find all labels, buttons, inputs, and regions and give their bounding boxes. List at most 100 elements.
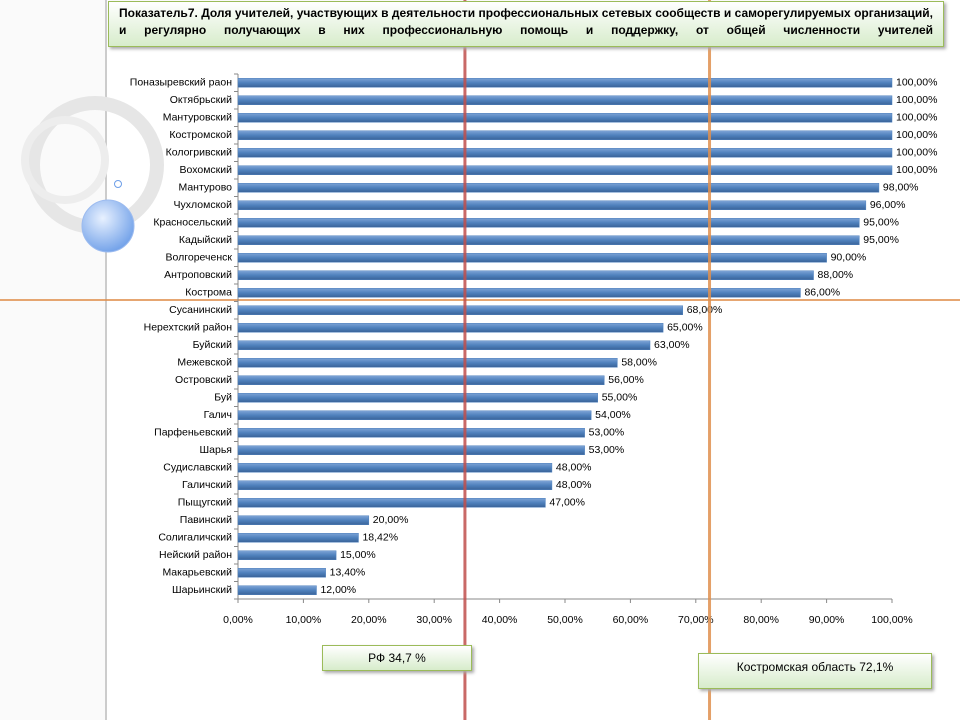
bar: [237, 498, 546, 508]
x-tick-label: 80,00%: [743, 614, 779, 626]
bar: [237, 130, 893, 140]
bar: [237, 428, 585, 438]
bar: [237, 95, 893, 105]
bar: [237, 253, 827, 263]
y-tick-label: Павинский: [180, 514, 232, 526]
bar: [237, 78, 893, 88]
bar: [237, 305, 683, 315]
bar: [237, 235, 860, 245]
value-label: 100,00%: [896, 112, 937, 124]
x-tick-label: 70,00%: [678, 614, 714, 626]
bar: [237, 375, 605, 385]
value-label: 54,00%: [595, 409, 631, 421]
bar: [237, 288, 801, 298]
y-tick-label: Нейский район: [159, 549, 232, 561]
bar: [237, 200, 867, 210]
bar: [237, 445, 585, 455]
value-label: 65,00%: [667, 322, 703, 334]
value-label: 48,00%: [556, 462, 592, 474]
x-tick-label: 20,00%: [351, 614, 387, 626]
y-tick-label: Буй: [214, 392, 232, 404]
bar: [237, 340, 651, 350]
value-label: 100,00%: [896, 129, 937, 141]
value-label: 53,00%: [589, 444, 625, 456]
y-tick-label: Октябрьский: [170, 94, 232, 106]
value-label: 100,00%: [896, 147, 937, 159]
value-label: 100,00%: [896, 164, 937, 176]
x-tick-label: 0,00%: [223, 614, 253, 626]
x-tick-label: 90,00%: [809, 614, 845, 626]
value-label: 56,00%: [608, 374, 644, 386]
bar: [237, 515, 370, 525]
y-tick-label: Мантуровский: [163, 112, 232, 124]
value-label: 12,00%: [320, 584, 356, 596]
y-tick-label: Нерехтский район: [144, 322, 233, 334]
value-label: 13,40%: [330, 567, 366, 579]
y-tick-label: Шарья: [200, 444, 232, 456]
bar: [237, 358, 618, 368]
value-label: 18,42%: [362, 532, 398, 544]
value-label: 90,00%: [831, 252, 867, 264]
decor-dot: [114, 180, 122, 188]
y-tick-label: Кострома: [185, 287, 232, 299]
bar: [237, 410, 592, 420]
chart-title: Показатель7. Доля учителей, участвующих …: [108, 1, 944, 47]
y-tick-label: Костромской: [169, 129, 232, 141]
y-tick-label: Парфеньевский: [154, 427, 232, 439]
y-tick-label: Волгореченск: [166, 252, 233, 264]
value-label: 100,00%: [896, 77, 937, 89]
x-tick-label: 60,00%: [613, 614, 649, 626]
bar: [237, 533, 359, 543]
value-label: 95,00%: [863, 217, 899, 229]
y-tick-label: Кологривский: [166, 147, 233, 159]
value-label: 48,00%: [556, 479, 592, 491]
bar: [237, 270, 814, 280]
value-label: 100,00%: [896, 94, 937, 106]
value-label: 15,00%: [340, 549, 376, 561]
bar: [237, 165, 893, 175]
value-label: 86,00%: [804, 287, 840, 299]
value-label: 98,00%: [883, 182, 919, 194]
x-tick-label: 40,00%: [482, 614, 518, 626]
bar: [237, 568, 326, 578]
y-tick-label: Островский: [175, 374, 232, 386]
y-tick-label: Галич: [204, 409, 232, 421]
y-tick-label: Мантурово: [178, 182, 232, 194]
value-label: 68,00%: [687, 304, 723, 316]
bar: [237, 218, 860, 228]
reference-label: РФ 34,7 %: [322, 645, 472, 671]
decor-ring: [21, 116, 109, 204]
bar: [237, 393, 598, 403]
value-label: 88,00%: [818, 269, 854, 281]
x-tick-label: 10,00%: [286, 614, 322, 626]
y-tick-label: Шарьинский: [172, 584, 232, 596]
y-tick-label: Антроповский: [164, 269, 232, 281]
y-tick-label: Галичский: [182, 479, 232, 491]
x-tick-label: 50,00%: [547, 614, 583, 626]
y-tick-label: Солигаличский: [158, 532, 232, 544]
value-label: 20,00%: [373, 514, 409, 526]
y-tick-label: Буйский: [193, 339, 232, 351]
y-tick-label: Чухломской: [174, 199, 233, 211]
bar: [237, 113, 893, 123]
plot-area: 0,00% 10,00% 20,00% 30,00% 40,00% 50,00% 60,00…: [130, 73, 937, 626]
bar: [237, 550, 337, 560]
value-label: 58,00%: [621, 357, 657, 369]
y-tick-label: Красносельский: [153, 217, 232, 229]
reference-label: Костромская область 72,1%: [698, 653, 932, 689]
y-tick-label: Сусанинский: [169, 304, 232, 316]
value-label: 63,00%: [654, 339, 690, 351]
y-tick-label: Макарьевский: [162, 567, 232, 579]
x-tick-label: 100,00%: [871, 614, 912, 626]
y-tick-label: Кадыйский: [179, 234, 232, 246]
y-tick-label: Судиславский: [163, 462, 232, 474]
x-tick-label: 30,00%: [416, 614, 452, 626]
value-label: 53,00%: [589, 427, 625, 439]
bar: [237, 463, 553, 473]
y-tick-label: Межевской: [177, 357, 232, 369]
y-tick-label: Поназыревский раон: [130, 77, 232, 89]
y-tick-label: Пыщугский: [178, 497, 232, 509]
bar: [237, 183, 880, 193]
